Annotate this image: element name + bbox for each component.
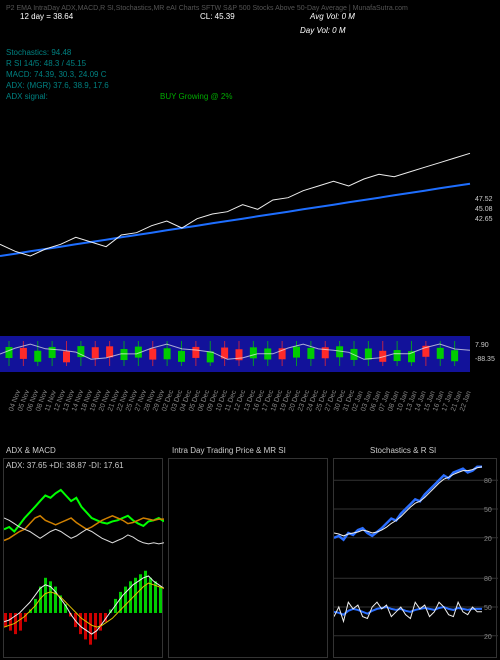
svg-text:20: 20 bbox=[484, 634, 492, 641]
hdr-dayvol: Day Vol: 0 M bbox=[300, 26, 346, 35]
svg-text:20: 20 bbox=[484, 536, 492, 543]
main-ylabel: 42.65 bbox=[475, 216, 493, 223]
candle-strip bbox=[0, 336, 500, 372]
svg-text:50: 50 bbox=[484, 507, 492, 514]
title-adx-macd: ADX & MACD bbox=[6, 446, 56, 455]
hdr-avgvol: Avg Vol: 0 M bbox=[310, 12, 355, 21]
stoch-rsi-panel: 20 50 80 20 50 80 bbox=[333, 458, 497, 658]
date-axis: 04 Nov05 Nov06 Nov08 Nov11 Nov12 Nov13 N… bbox=[0, 410, 500, 450]
strip-ylabel: -88.35 bbox=[475, 356, 495, 363]
faint-title: P2 EMA IntraDay ADX,MACD,R SI,Stochastic… bbox=[6, 5, 408, 12]
svg-text:50: 50 bbox=[484, 605, 492, 612]
svg-text:80: 80 bbox=[484, 576, 492, 583]
hdr-12day: 12 day = 38.64 bbox=[20, 12, 73, 21]
title-intra: Intra Day Trading Price & MR SI bbox=[172, 446, 286, 455]
adx-macd-panel: ADX: 37.65 +DI: 38.87 -DI: 17.61 bbox=[3, 458, 163, 658]
strip-ylabel: 7.90 bbox=[475, 342, 489, 349]
title-stoch: Stochastics & R SI bbox=[370, 446, 436, 455]
intraday-panel bbox=[168, 458, 328, 658]
adx-values-label: ADX: 37.65 +DI: 38.87 -DI: 17.61 bbox=[6, 461, 164, 470]
main-ylabel: 47.52 bbox=[475, 196, 493, 203]
main-price-chart bbox=[0, 46, 500, 326]
svg-text:80: 80 bbox=[484, 478, 492, 485]
main-ylabel: 45.08 bbox=[475, 206, 493, 213]
hdr-cl: CL: 45.39 bbox=[200, 12, 235, 21]
